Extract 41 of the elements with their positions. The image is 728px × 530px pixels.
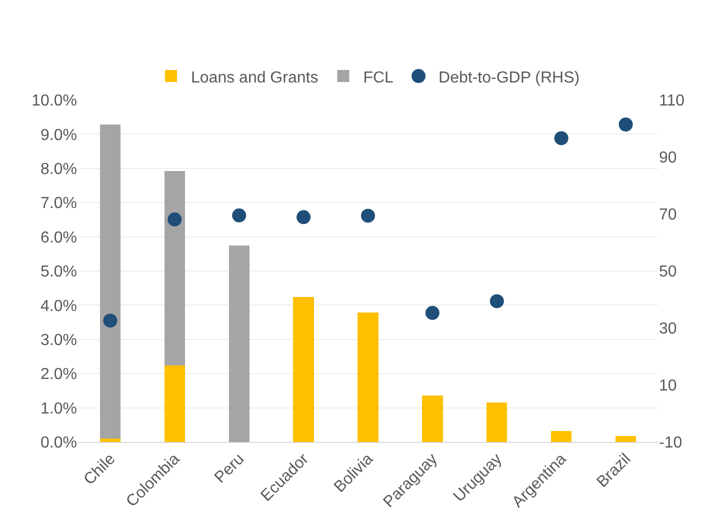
y-tick-label: 1.0% (40, 400, 77, 418)
y-tick-label: 8.0% (40, 161, 77, 178)
point (618, 118, 633, 132)
bar (615, 436, 636, 442)
bar (293, 296, 314, 442)
y-tick-label: 5.0% (40, 264, 77, 281)
y-tick-label: 0.0% (40, 434, 77, 452)
y-tick-label: 2.0% (40, 366, 77, 384)
y-tick-label: 3.0% (40, 332, 77, 349)
y-tick-label: 9.0% (40, 126, 77, 144)
bar (100, 438, 121, 442)
y-tick-label: 6.0% (40, 229, 77, 246)
point (168, 212, 182, 226)
legend-label: Loans and Grants (191, 69, 318, 86)
bar (164, 366, 185, 442)
point (296, 210, 311, 224)
bar (164, 171, 185, 366)
point (361, 208, 375, 223)
point (490, 294, 504, 308)
legend-label: FCL (363, 69, 394, 86)
y2-tick-label: 10 (659, 378, 677, 395)
y2-tick-label: 110 (659, 92, 685, 110)
point (232, 208, 246, 222)
y2-tick-label: 70 (659, 206, 677, 224)
y-tick-label: 4.0% (40, 298, 77, 315)
y2-tick-label: 90 (659, 150, 677, 167)
point (103, 314, 118, 328)
point (425, 306, 440, 320)
bar (228, 246, 250, 442)
bar (422, 395, 443, 442)
y-tick-label: 10.0% (32, 92, 77, 110)
legend-label: Debt-to-GDP (RHS) (438, 69, 580, 86)
bar (100, 124, 121, 439)
bar (551, 431, 572, 442)
bar (486, 402, 508, 442)
y2-tick-label: -10 (659, 434, 682, 452)
y-tick-label: 7.0% (40, 195, 77, 212)
point (554, 131, 568, 146)
y2-tick-label: 50 (659, 264, 677, 281)
y2-tick-label: 30 (659, 320, 677, 338)
bar (358, 312, 378, 442)
